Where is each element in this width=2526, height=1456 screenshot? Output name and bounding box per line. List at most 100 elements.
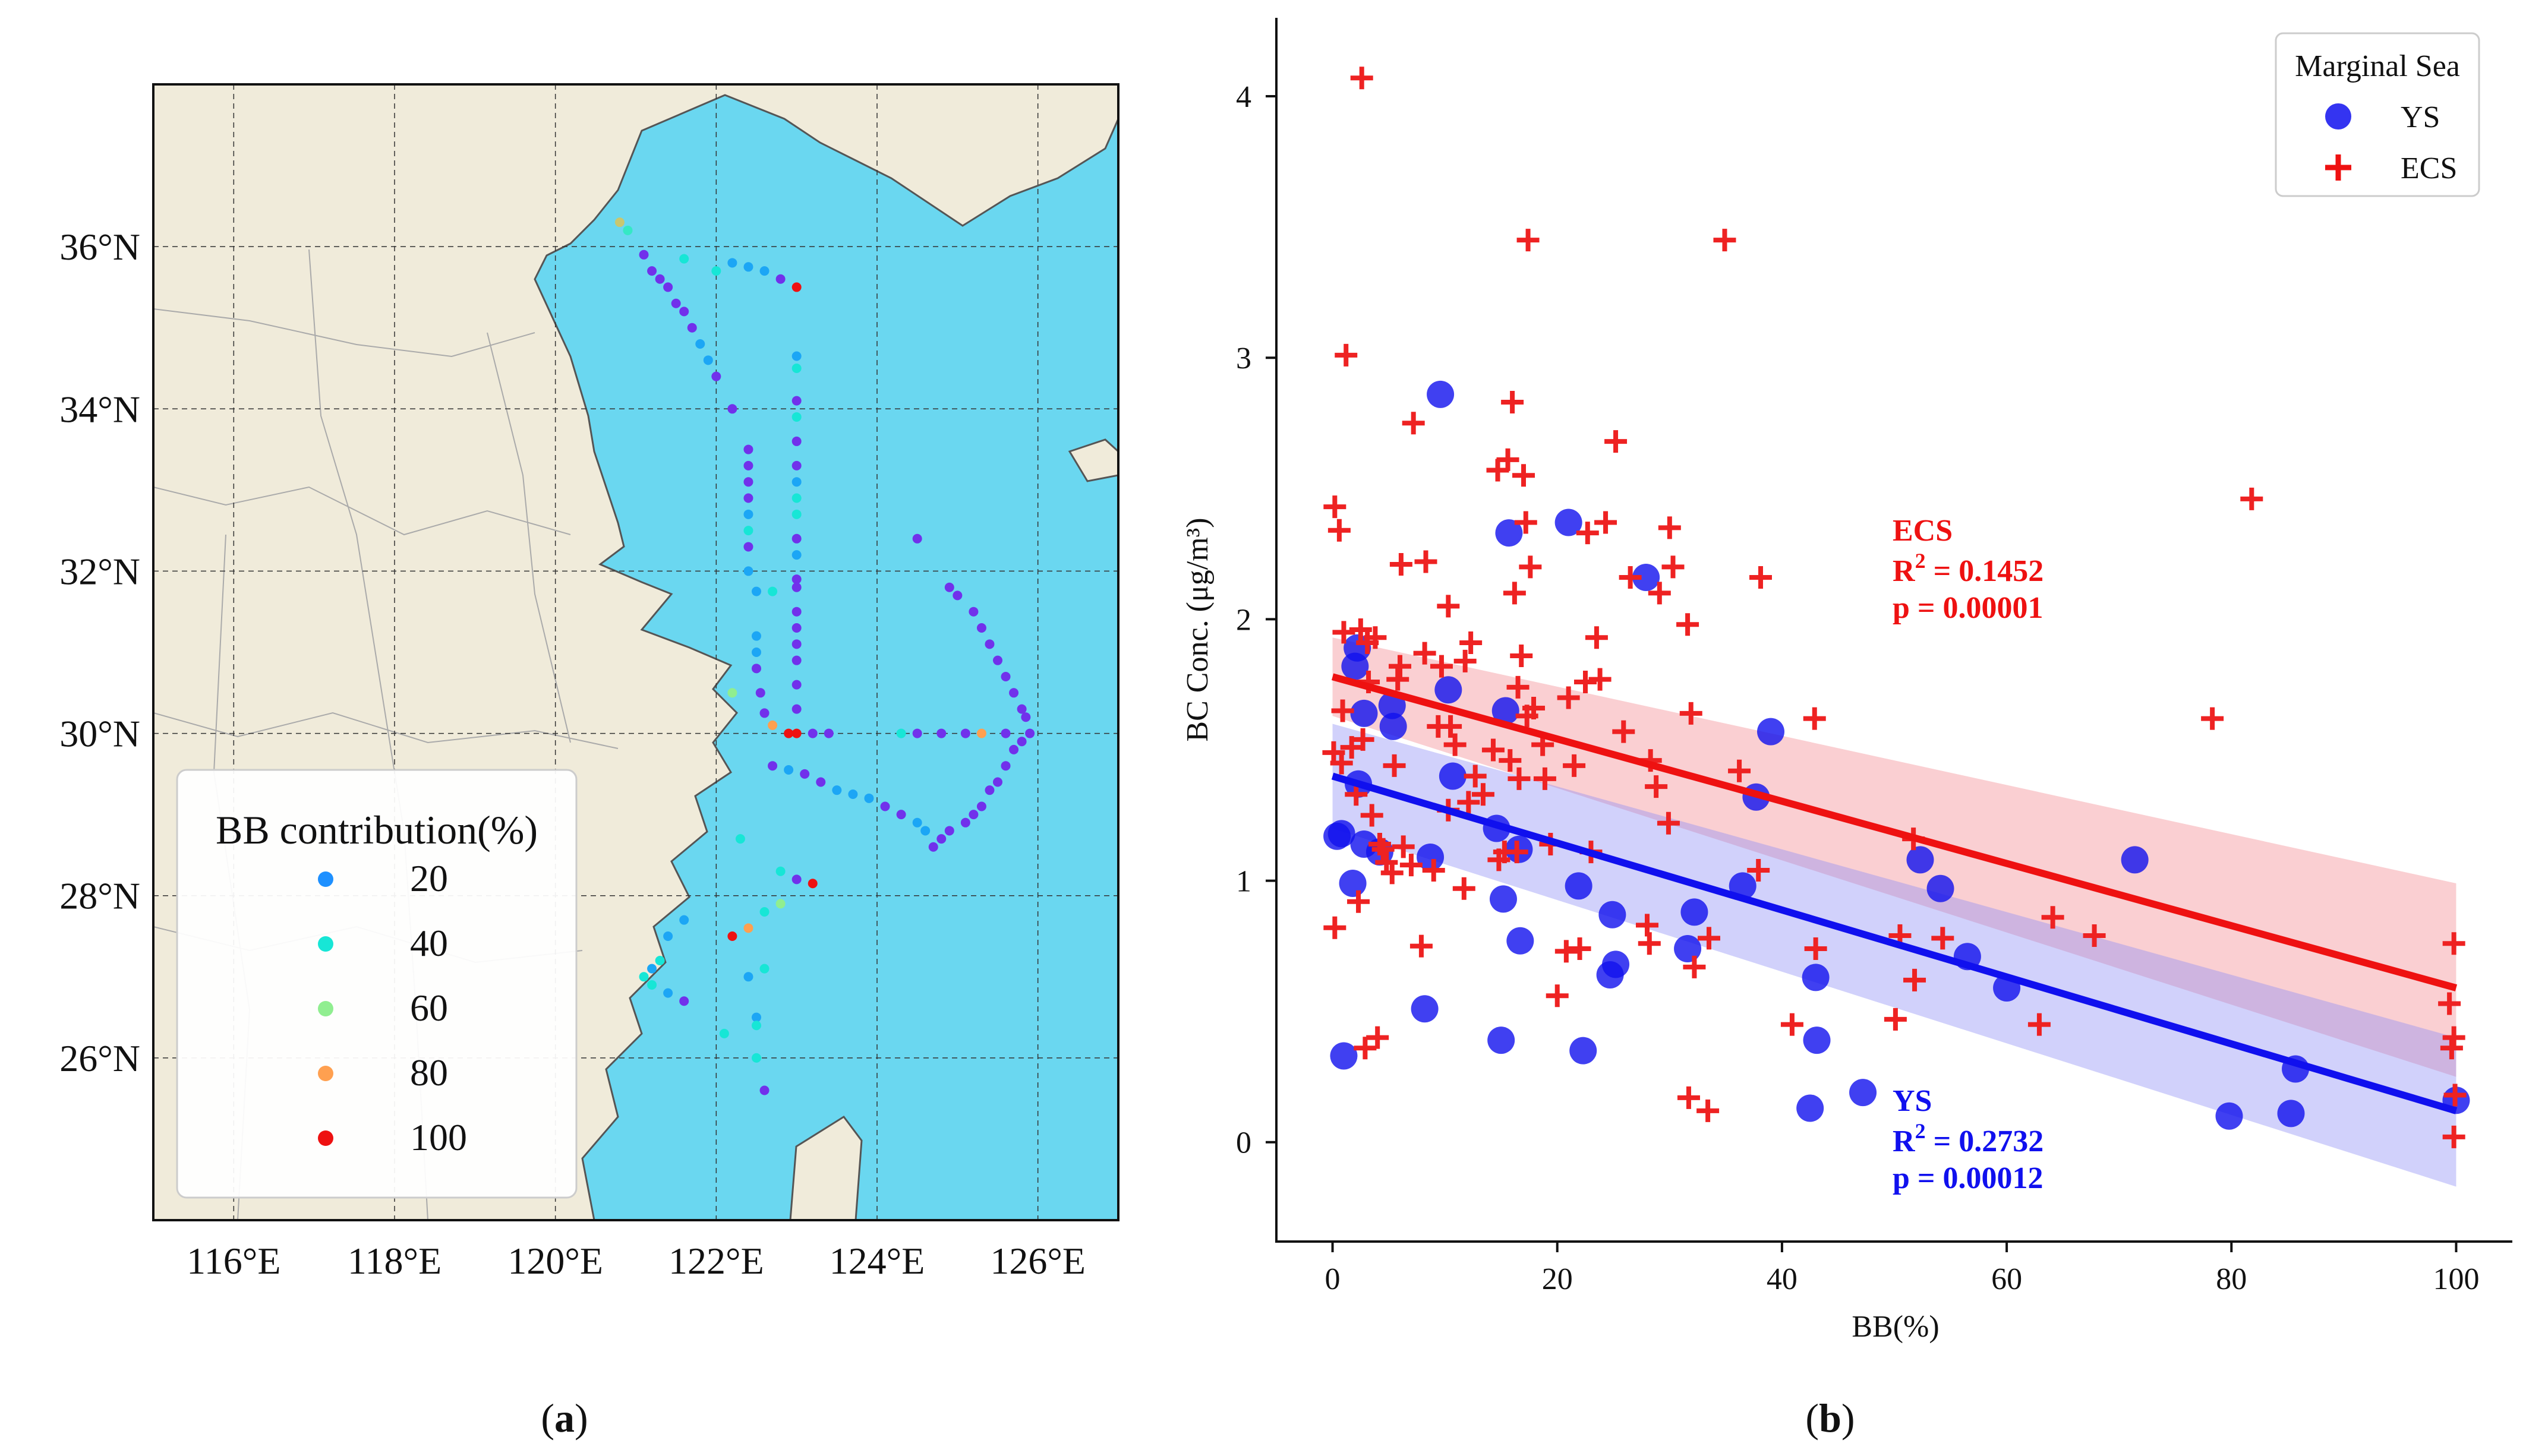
ecs-point (1576, 522, 1599, 545)
ecs-point (1430, 655, 1453, 678)
map-sample-point (663, 988, 673, 998)
ecs-point (1546, 984, 1569, 1007)
x-tick-label: 0 (1325, 1262, 1341, 1296)
ys-point (1339, 869, 1367, 897)
map-sample-point (759, 964, 770, 974)
map-sample-point (912, 533, 922, 544)
map-sample-point (614, 217, 625, 228)
ecs-point (1499, 749, 1522, 772)
ecs-point (1512, 464, 1535, 487)
map-sample-point (671, 298, 681, 308)
map-sample-point (816, 777, 826, 787)
map-sample-point (711, 371, 721, 381)
map-sample-point (784, 728, 794, 738)
map-sample-point (791, 680, 802, 690)
ys-point (1602, 950, 1630, 978)
map-legend: BB contribution(%) 20 40 60 80 100 (176, 769, 578, 1199)
map-sample-point (775, 899, 786, 909)
map-sample-point (985, 785, 995, 795)
map-sample-point (993, 655, 1002, 665)
map-sample-point (655, 274, 665, 284)
legend-entry-label: 20 (410, 857, 448, 899)
land-area (1068, 438, 1118, 482)
ecs-point (1519, 555, 1542, 579)
map-y-tick-label: 28°N (59, 875, 140, 917)
map-sample-point (687, 323, 697, 333)
map-sample-point (727, 258, 737, 268)
ecs-point (1331, 699, 1354, 722)
ecs-point (1638, 932, 1661, 955)
map-sample-point (755, 688, 765, 698)
map-sample-point (791, 533, 802, 544)
ecs-point (1414, 550, 1437, 573)
ys-point (1802, 964, 1830, 991)
y-tick-label: 4 (1236, 80, 1251, 114)
ecs-points (1322, 67, 2467, 1148)
map-sample-point (752, 664, 761, 674)
map-x-tick-label: 124°E (830, 1240, 925, 1282)
ecs-point (1554, 940, 1578, 963)
map-sample-point (752, 1053, 761, 1063)
ys-point (1350, 699, 1378, 727)
map-x-tick-label: 122°E (668, 1240, 764, 1282)
ecs-point (1486, 459, 1509, 482)
ys-point (1757, 718, 1784, 746)
ecs-point (1351, 728, 1374, 751)
ecs-point (1481, 738, 1505, 762)
map-sample-point (679, 915, 689, 925)
map-sample-point (912, 728, 922, 738)
map-sample-point (969, 607, 979, 617)
legend-entry-label: 40 (410, 922, 448, 964)
map-sample-point (743, 509, 753, 519)
map-sample-point (695, 339, 705, 349)
map-sample-point (759, 1085, 770, 1095)
map-sample-point (993, 777, 1002, 787)
map-sample-point (960, 817, 970, 828)
series-label: ECS (1893, 514, 1953, 548)
ys-point (1506, 927, 1534, 955)
x-tick-label: 100 (2433, 1262, 2479, 1296)
map-sample-point (743, 566, 753, 576)
map-sample-point (791, 282, 802, 292)
map-sample-point (808, 728, 818, 738)
map-sample-point (752, 631, 761, 641)
map-sample-point (719, 1028, 729, 1038)
map-sample-point (768, 761, 778, 771)
ecs-point (1383, 754, 1406, 777)
map-sample-point (791, 436, 802, 446)
map-sample-point (639, 249, 649, 260)
legend-entry-label: 100 (410, 1116, 467, 1158)
map-points (614, 217, 1035, 1095)
map-sample-point (743, 444, 753, 454)
map-sample-point (735, 834, 745, 844)
map-sample-point (920, 826, 931, 836)
map-sample-point (912, 817, 922, 828)
ecs-point (1661, 555, 1685, 579)
map-sample-point (727, 688, 737, 698)
ecs-point (1574, 671, 1597, 694)
ys-point (1434, 676, 1462, 704)
x-tick-label: 60 (1991, 1262, 2022, 1296)
ecs-point (1380, 861, 1404, 885)
map-sample-point (791, 728, 802, 738)
map-sample-point (759, 907, 770, 917)
ecs-point (1594, 511, 1617, 534)
legend-title: BB contribution(%) (216, 807, 538, 852)
map-x-tick-label: 120°E (507, 1240, 603, 1282)
ys-point (1796, 1094, 1824, 1122)
ecs-point (1516, 229, 1540, 252)
ecs-point (1508, 767, 1531, 790)
ecs-point (1330, 751, 1353, 775)
map-sample-point (969, 810, 979, 820)
map-sample-point (743, 972, 753, 982)
ys-point (1439, 762, 1467, 790)
map-sample-point (985, 639, 995, 649)
ecs-point (1522, 697, 1546, 720)
map-sample-point (663, 282, 673, 292)
map-sample-point (679, 254, 689, 264)
map-sample-point (791, 509, 802, 519)
scatter-legend: Marginal Sea YS ECS (2275, 32, 2480, 197)
ecs-point (2438, 992, 2461, 1015)
map-sample-point (944, 826, 954, 836)
y-axis-label: BC Conc. (μg/m³) (1181, 517, 1215, 741)
